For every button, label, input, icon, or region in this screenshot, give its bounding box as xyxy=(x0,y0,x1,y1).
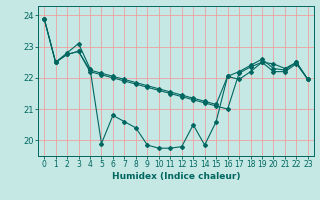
X-axis label: Humidex (Indice chaleur): Humidex (Indice chaleur) xyxy=(112,172,240,181)
